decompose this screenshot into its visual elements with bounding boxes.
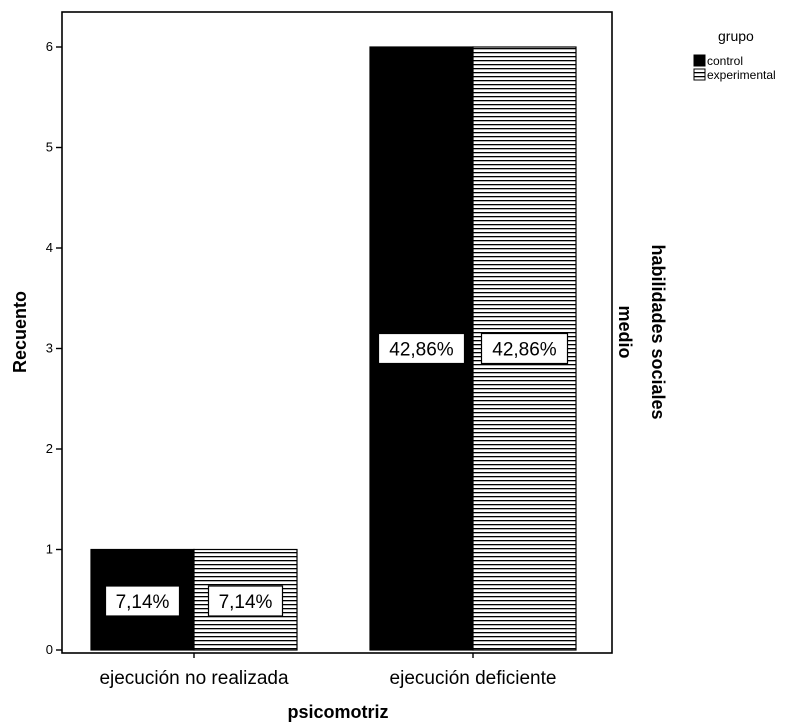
data-label: 7,14% (116, 592, 170, 613)
y-axis-title: Recuento (10, 291, 30, 373)
data-label: 42,86% (492, 340, 557, 361)
legend-title: grupo (718, 28, 754, 44)
y-tick-label: 4 (46, 240, 53, 255)
data-label: 42,86% (389, 340, 454, 361)
data-label-box (480, 332, 569, 365)
x-category-label: ejecución deficiente (390, 668, 557, 689)
panel-value: medio (615, 305, 635, 358)
x-category-label: ejecución no realizada (99, 668, 289, 689)
data-labels: 7,14% 7,14% 42,86% 42,86% (104, 332, 569, 617)
y-tick-label: 6 (46, 39, 53, 54)
data-label-box (104, 585, 181, 617)
legend-swatch-experimental (693, 68, 706, 81)
data-label-box (207, 585, 284, 617)
legend: grupo control experimental (693, 28, 776, 82)
y-tick-label: 1 (46, 542, 53, 557)
data-label-box (377, 332, 466, 365)
legend-label-control: control (707, 54, 743, 68)
y-axis: 0 1 2 3 4 5 6 (46, 39, 62, 657)
legend-label-experimental: experimental (707, 68, 776, 82)
y-tick-label: 0 (46, 642, 53, 657)
panel-title: habilidades sociales (648, 244, 668, 419)
y-tick-label: 5 (46, 140, 53, 155)
y-tick-label: 3 (46, 341, 53, 356)
data-label: 7,14% (219, 592, 273, 613)
y-tick-label: 2 (46, 441, 53, 456)
x-axis: ejecución no realizada ejecución deficien… (99, 653, 556, 689)
legend-swatch-control (693, 54, 706, 67)
x-axis-title: psicomotriz (287, 702, 388, 722)
